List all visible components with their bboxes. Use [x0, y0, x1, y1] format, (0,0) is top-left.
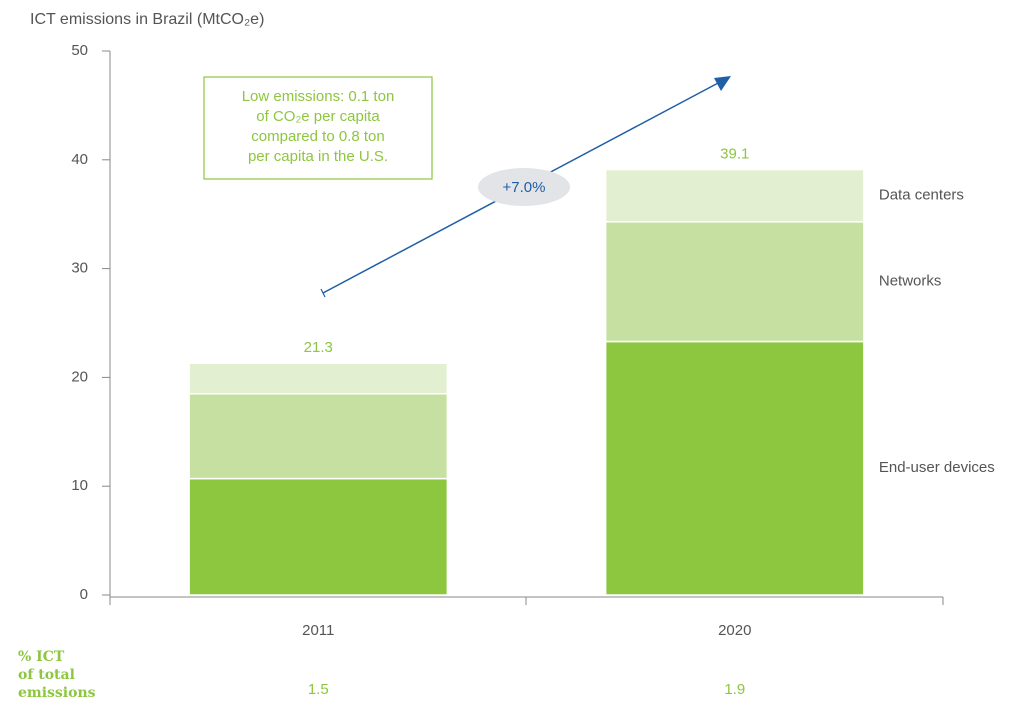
bar-segment — [604, 168, 865, 223]
y-tick-label: 50 — [71, 42, 88, 59]
bar-segment — [188, 362, 449, 395]
legend-label: Networks — [879, 273, 942, 290]
row-label: emissions — [18, 685, 96, 701]
chart-title: ICT emissions in Brazil (MtCO₂e) — [30, 11, 264, 28]
bar-segment — [188, 392, 449, 480]
y-tick-label: 0 — [80, 586, 88, 603]
bar-segment — [188, 477, 449, 596]
annotation-line: per capita in the U.S. — [248, 148, 388, 165]
row-value: 1.5 — [308, 681, 329, 698]
legend-label: Data centers — [879, 187, 964, 204]
bar-segment — [604, 221, 865, 343]
x-tick-label: 2011 — [302, 622, 334, 639]
y-tick-label: 10 — [71, 477, 88, 494]
row-label: of total — [18, 667, 75, 683]
annotation-line: Low emissions: 0.1 ton — [242, 88, 395, 105]
row-label: % ICT — [18, 649, 65, 665]
annotation-box — [203, 76, 433, 180]
annotation-line: compared to 0.8 ton — [251, 128, 384, 145]
total-label: 21.3 — [304, 339, 333, 356]
row-value: 1.9 — [724, 681, 745, 698]
total-label: 39.1 — [720, 146, 749, 163]
growth-bubble — [478, 168, 570, 206]
annotation-line: of CO₂e per capita — [256, 108, 380, 125]
y-tick-label: 30 — [71, 260, 88, 277]
y-tick-label: 40 — [71, 151, 88, 168]
legend-label: End-user devices — [879, 459, 995, 476]
y-tick-label: 20 — [71, 368, 88, 385]
growth-label: +7.0% — [503, 179, 546, 196]
bar-segment — [604, 340, 865, 596]
x-tick-label: 2020 — [718, 622, 751, 639]
